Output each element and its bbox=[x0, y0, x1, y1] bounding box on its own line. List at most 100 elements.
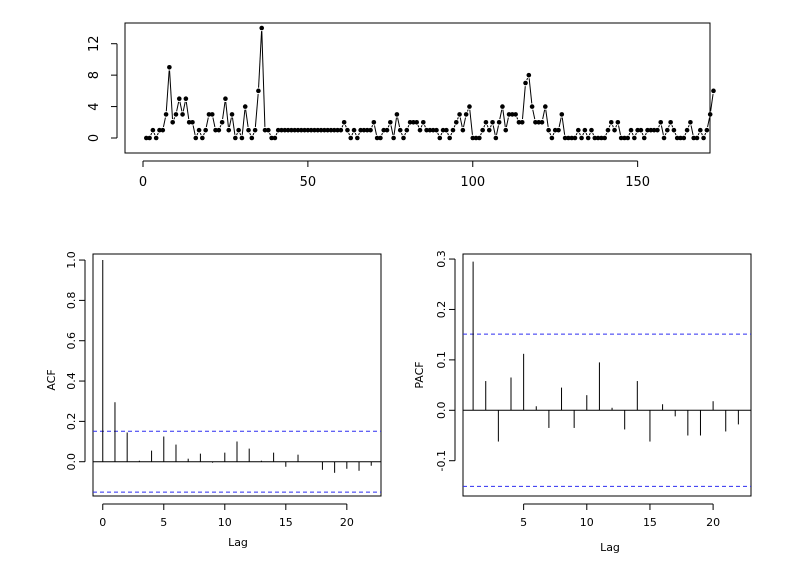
series-segment bbox=[658, 125, 660, 128]
series-segment bbox=[169, 70, 173, 120]
series-point bbox=[272, 135, 278, 141]
series-point bbox=[318, 127, 324, 133]
series-segment bbox=[228, 117, 232, 128]
series-segment bbox=[203, 132, 205, 136]
series-segment bbox=[381, 132, 383, 136]
series-segment bbox=[528, 78, 533, 104]
series-point bbox=[216, 127, 222, 133]
series-point bbox=[434, 127, 439, 133]
series-point bbox=[556, 127, 561, 133]
series-point bbox=[632, 135, 637, 141]
series-point bbox=[364, 127, 370, 133]
series-segment bbox=[205, 117, 209, 128]
series-point bbox=[275, 127, 281, 133]
series-point bbox=[331, 127, 337, 133]
series-point bbox=[242, 104, 248, 109]
series-segment bbox=[222, 101, 226, 120]
series-point bbox=[674, 135, 680, 141]
series-point bbox=[355, 135, 360, 141]
series-segment bbox=[618, 125, 621, 135]
series-point bbox=[420, 119, 426, 125]
series-segment bbox=[615, 125, 618, 128]
series-point bbox=[500, 104, 505, 109]
series-point bbox=[486, 127, 492, 133]
series-point bbox=[444, 127, 449, 133]
series-point bbox=[575, 127, 581, 133]
series-point bbox=[285, 127, 291, 133]
series-segment bbox=[532, 109, 536, 120]
series-segment bbox=[179, 101, 183, 112]
series-segment bbox=[341, 125, 344, 128]
series-point bbox=[374, 135, 380, 141]
series-point bbox=[388, 119, 393, 125]
series-point bbox=[697, 127, 703, 133]
pacf-marks bbox=[463, 261, 751, 487]
series-point bbox=[447, 135, 452, 141]
series-segment bbox=[185, 101, 190, 120]
series-x-tick-label: 0 bbox=[139, 175, 147, 190]
series-point bbox=[186, 119, 192, 125]
series-point bbox=[305, 127, 311, 133]
series-segment bbox=[358, 132, 360, 136]
series-segment bbox=[668, 125, 670, 128]
series-point bbox=[368, 127, 373, 133]
acf-y-axis-title: ACF bbox=[45, 369, 58, 390]
series-point bbox=[585, 135, 591, 141]
series-segment bbox=[390, 125, 394, 135]
pacf-plot-box bbox=[462, 253, 752, 497]
series-point bbox=[526, 72, 532, 78]
series-segment bbox=[605, 132, 608, 136]
series-segment bbox=[549, 132, 552, 136]
series-point bbox=[411, 119, 416, 125]
series-point bbox=[592, 135, 598, 141]
pacf-y-tick-label: 0.0 bbox=[435, 402, 448, 420]
pacf-y-tick-label: 0.1 bbox=[435, 351, 448, 369]
series-segment bbox=[457, 117, 459, 120]
series-point bbox=[348, 135, 354, 141]
series-segment bbox=[502, 109, 506, 128]
acf-x-tick-label: 15 bbox=[279, 516, 293, 529]
series-segment bbox=[641, 132, 644, 136]
series-segment bbox=[424, 125, 426, 128]
series-segment bbox=[239, 132, 242, 136]
series-segment bbox=[219, 125, 222, 128]
series-point bbox=[490, 119, 495, 125]
series-point bbox=[193, 135, 199, 141]
series-point bbox=[506, 112, 512, 117]
acf-panel: 0 5 10 15 20 0.0 0.2 0.4 0.6 0.8 1.0 Lag ACF bbox=[45, 251, 382, 549]
series-point bbox=[589, 127, 594, 133]
series-segment bbox=[592, 132, 594, 136]
series-segment bbox=[254, 94, 259, 127]
series-segment bbox=[707, 117, 711, 128]
series-point bbox=[668, 119, 673, 125]
series-point bbox=[289, 127, 294, 133]
series-marks bbox=[143, 25, 716, 141]
acf-y-tick-label: 1.0 bbox=[65, 251, 78, 269]
series-point bbox=[233, 135, 238, 141]
series-point bbox=[612, 127, 617, 133]
series-x-axis: 0 50 100 150 bbox=[139, 160, 650, 190]
series-segment bbox=[585, 132, 588, 136]
series-point bbox=[219, 119, 225, 125]
pacf-x-tick-label: 20 bbox=[706, 516, 720, 529]
series-segment bbox=[710, 93, 714, 112]
series-point bbox=[595, 135, 601, 141]
series-segment bbox=[542, 109, 546, 120]
series-segment bbox=[192, 125, 196, 135]
series-point bbox=[397, 127, 403, 133]
series-point bbox=[157, 127, 162, 133]
series-point bbox=[684, 127, 690, 133]
series-segment bbox=[404, 132, 407, 136]
series-segment bbox=[552, 132, 555, 136]
series-point bbox=[467, 104, 472, 109]
series-point bbox=[143, 135, 149, 141]
series-y-axis: 0 4 8 12 bbox=[87, 35, 118, 142]
series-segment bbox=[258, 31, 263, 88]
series-segment bbox=[400, 132, 403, 136]
series-x-tick-label: 50 bbox=[300, 175, 317, 190]
pacf-x-tick-label: 5 bbox=[520, 516, 527, 529]
series-segment bbox=[249, 132, 252, 136]
series-segment bbox=[371, 125, 374, 128]
series-point bbox=[638, 127, 644, 133]
series-point bbox=[625, 135, 631, 141]
